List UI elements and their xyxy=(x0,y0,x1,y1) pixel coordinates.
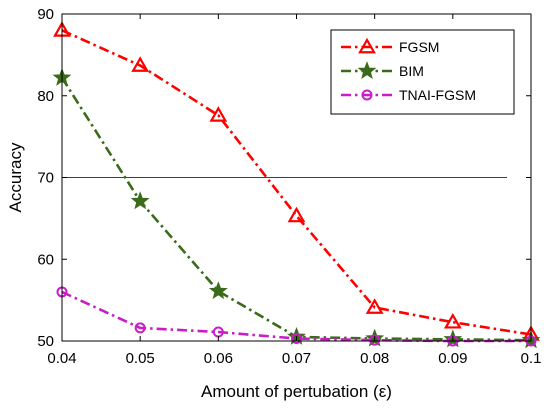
legend-label-tnai-fgsm: TNAI-FGSM xyxy=(399,87,476,103)
x-axis-label: Amount of pertubation (ε) xyxy=(201,382,392,401)
x-tick-label: 0.05 xyxy=(126,350,155,367)
x-tick-label: 0.1 xyxy=(521,350,542,367)
data-point-bim xyxy=(130,191,150,210)
legend-marker-fgsm xyxy=(358,37,376,54)
x-tick-label: 0.08 xyxy=(360,350,389,367)
data-point-bim xyxy=(208,281,228,300)
y-tick-label: 70 xyxy=(37,170,54,187)
y-tick-label: 60 xyxy=(37,251,54,268)
x-tick-label: 0.09 xyxy=(438,350,467,367)
legend: FGSM BIM TNAI-FGSM xyxy=(330,29,515,115)
legend-label-bim: BIM xyxy=(399,63,424,79)
series-line-fgsm xyxy=(61,29,532,336)
x-tick-label: 0.07 xyxy=(282,350,311,367)
data-point-fgsm xyxy=(287,206,306,223)
data-point-fgsm xyxy=(131,56,150,72)
y-tick-label: 90 xyxy=(37,6,54,23)
x-tick-label: 0.04 xyxy=(47,350,76,367)
legend-marker-bim xyxy=(357,61,377,80)
legend-label-fgsm: FGSM xyxy=(399,39,439,55)
data-point-tnai-fgsm xyxy=(134,322,146,334)
data-point-fgsm xyxy=(443,312,462,329)
legend-marker-tnai-fgsm xyxy=(361,89,373,101)
y-axis-label: Accuracy xyxy=(6,142,25,212)
y-tick-label: 50 xyxy=(37,333,54,350)
data-point-fgsm xyxy=(209,106,228,122)
data-point-tnai-fgsm xyxy=(369,334,381,346)
data-point-fgsm xyxy=(365,298,384,314)
data-point-tnai-fgsm xyxy=(291,333,302,345)
x-tick-label: 0.06 xyxy=(204,350,233,367)
y-tick-label: 80 xyxy=(37,88,54,105)
